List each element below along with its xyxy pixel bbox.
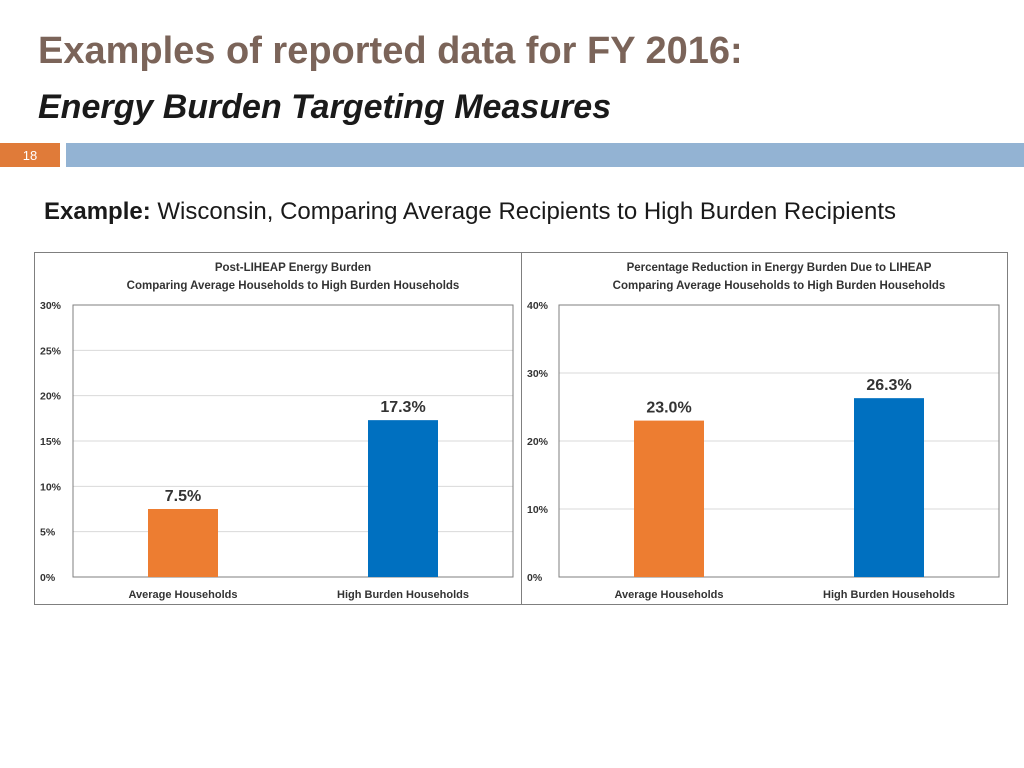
example-label: Example: [44, 198, 151, 225]
y-tick-label: 10% [40, 481, 62, 493]
example-caption: Example: Wisconsin, Comparing Average Re… [44, 198, 896, 226]
page-subtitle: Energy Burden Targeting Measures [38, 88, 612, 126]
y-tick-label: 25% [40, 345, 62, 357]
data-label: 17.3% [380, 399, 425, 416]
charts-container: Post-LIHEAP Energy Burden Comparing Avera… [34, 252, 1008, 605]
y-tick-label: 0% [40, 572, 56, 584]
chart-divider [521, 253, 522, 604]
slide-number: 18 [0, 143, 60, 167]
x-tick-label: Average Households [614, 589, 723, 601]
bar [368, 420, 438, 577]
page-title: Examples of reported data for FY 2016: [38, 30, 743, 72]
x-tick-label: Average Households [128, 589, 237, 601]
y-tick-label: 30% [40, 300, 62, 312]
plot-area [558, 304, 1000, 578]
x-tick-label: High Burden Households [823, 589, 955, 601]
bar [634, 420, 704, 577]
y-tick-label: 30% [527, 368, 549, 380]
y-tick-label: 0% [527, 572, 543, 584]
chart-reduction-burden: Percentage Reduction in Energy Burden Du… [527, 262, 1000, 601]
chart-title: Percentage Reduction in Energy Burden Du… [627, 262, 932, 274]
y-tick-label: 15% [40, 436, 62, 448]
x-tick-label: High Burden Households [337, 589, 469, 601]
data-label: 23.0% [646, 400, 691, 417]
chart-subtitle: Comparing Average Households to High Bur… [613, 280, 946, 292]
chart-title: Post-LIHEAP Energy Burden [215, 262, 371, 274]
chart-subtitle: Comparing Average Households to High Bur… [127, 280, 460, 292]
bar [148, 509, 218, 577]
plot-area [72, 304, 514, 578]
y-tick-label: 20% [527, 436, 549, 448]
example-text: Wisconsin, Comparing Average Recipients … [157, 198, 896, 225]
y-tick-label: 5% [40, 527, 56, 539]
y-tick-label: 40% [527, 300, 549, 312]
header-bar [66, 143, 1024, 167]
bar [854, 398, 924, 577]
data-label: 26.3% [866, 377, 911, 394]
data-label: 7.5% [165, 488, 201, 505]
chart-post-liheap-burden: Post-LIHEAP Energy Burden Comparing Avera… [40, 262, 514, 601]
y-tick-label: 10% [527, 504, 549, 516]
y-tick-label: 20% [40, 391, 62, 403]
